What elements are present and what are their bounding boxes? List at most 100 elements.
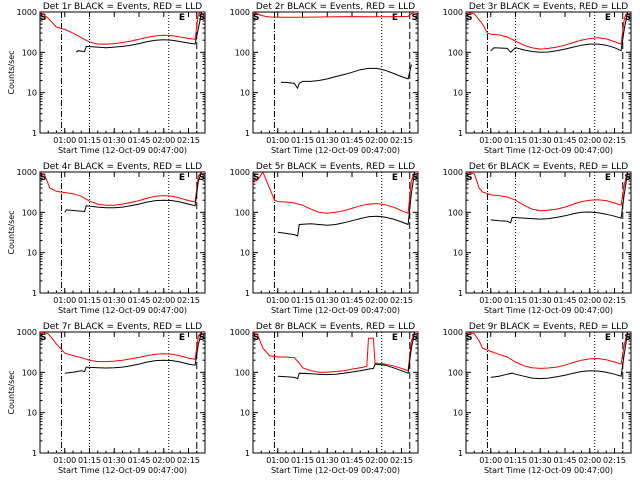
plot-frame [252, 171, 419, 294]
chart-title: Det 1r BLACK = Events, RED = LLD [43, 2, 202, 12]
detector-chart-4: Det 4r BLACK = Events, RED = LLD 1 10 100 10… [7, 162, 206, 315]
plot-frame [465, 11, 632, 134]
x-tick-label: 01:15 [78, 456, 101, 465]
series-line-red [253, 332, 418, 373]
series-line-red [40, 332, 205, 363]
series-line-black [277, 172, 416, 237]
plot-frame [39, 11, 206, 134]
edge-mark-S: S [624, 173, 630, 183]
plot-frame [252, 11, 419, 134]
edge-mark-E: E [392, 13, 398, 23]
detector-chart-5: Det 5r BLACK = Events, RED = LLD 1 10 100 10… [230, 162, 419, 315]
x-tick-label: 02:00 [365, 456, 388, 465]
edge-mark-S: S [411, 173, 417, 183]
edge-mark-S: S [466, 13, 472, 23]
series-line-red [253, 12, 418, 18]
x-tick-label: 01:15 [291, 136, 314, 145]
y-tick-label: 1000 [443, 8, 463, 17]
y-tick-label: 10 [453, 409, 463, 418]
series-line-black [75, 12, 203, 53]
x-tick-label: 01:30 [529, 296, 552, 305]
x-tick-label: 01:45 [553, 296, 576, 305]
x-tick-label: 02:15 [603, 136, 626, 145]
y-tick-label: 10 [27, 409, 37, 418]
x-tick-label: 01:00 [53, 296, 76, 305]
series-line-black [277, 332, 416, 380]
edge-mark-S: S [253, 13, 259, 23]
x-axis-label: Start Time (12-Oct-09 00:47:00) [484, 466, 613, 475]
detector-chart-3: Det 3r BLACK = Events, RED = LLD 1 10 100 10… [443, 2, 632, 155]
x-tick-label: 01:45 [553, 136, 576, 145]
x-axis-label: Start Time (12-Oct-09 00:47:00) [58, 306, 187, 315]
x-tick-label: 01:00 [266, 296, 289, 305]
y-tick-label: 1 [32, 289, 37, 298]
y-tick-label: 1 [458, 449, 463, 458]
x-axis-label: Start Time (12-Oct-09 00:47:00) [484, 306, 613, 315]
edge-mark-E: E [605, 333, 611, 343]
x-tick-label: 01:45 [127, 296, 150, 305]
x-tick-label: 02:00 [152, 136, 175, 145]
x-tick-label: 01:15 [504, 456, 527, 465]
y-tick-label: 10 [453, 249, 463, 258]
x-tick-label: 01:30 [103, 296, 126, 305]
y-tick-label: 1000 [443, 168, 463, 177]
chart-title: Det 6r BLACK = Events, RED = LLD [469, 162, 628, 172]
plot-frame [39, 171, 206, 294]
detector-chart-9: Det 9r BLACK = Events, RED = LLD 1 10 100 10… [443, 322, 632, 475]
series-line-red [466, 332, 631, 369]
x-tick-label: 01:30 [316, 136, 339, 145]
edge-mark-S: S [624, 13, 630, 23]
x-tick-label: 01:15 [78, 296, 101, 305]
x-tick-label: 02:15 [177, 296, 200, 305]
x-tick-label: 01:30 [316, 296, 339, 305]
x-tick-label: 01:30 [529, 136, 552, 145]
detector-chart-1: Det 1r BLACK = Events, RED = LLD 1 10 100 10… [7, 2, 206, 155]
edge-mark-S: S [198, 173, 204, 183]
x-tick-label: 02:00 [578, 136, 601, 145]
x-tick-label: 02:00 [578, 296, 601, 305]
y-tick-label: 10 [27, 249, 37, 258]
edge-mark-S: S [253, 333, 259, 343]
edge-mark-S: S [466, 173, 472, 183]
edge-mark-E: E [179, 13, 185, 23]
y-tick-label: 1 [458, 289, 463, 298]
x-tick-label: 01:45 [340, 136, 363, 145]
x-tick-label: 01:15 [78, 136, 101, 145]
x-tick-label: 01:00 [266, 136, 289, 145]
edge-mark-S: S [198, 13, 204, 23]
x-tick-label: 02:15 [177, 456, 200, 465]
x-axis-label: Start Time (12-Oct-09 00:47:00) [58, 146, 187, 155]
edge-mark-S: S [40, 13, 46, 23]
edge-mark-S: S [40, 333, 46, 343]
y-tick-label: 10 [27, 89, 37, 98]
chart-title: Det 9r BLACK = Events, RED = LLD [469, 322, 628, 332]
x-tick-label: 01:15 [291, 456, 314, 465]
x-tick-label: 02:00 [152, 456, 175, 465]
x-tick-label: 01:30 [103, 136, 126, 145]
series-line-red [466, 12, 631, 50]
y-tick-label: 100 [235, 368, 250, 377]
x-tick-label: 01:45 [340, 456, 363, 465]
plot-frame [465, 171, 632, 294]
chart-title: Det 2r BLACK = Events, RED = LLD [256, 2, 415, 12]
x-tick-label: 01:15 [504, 136, 527, 145]
edge-mark-S: S [411, 13, 417, 23]
y-tick-label: 100 [448, 208, 463, 217]
y-tick-label: 100 [235, 48, 250, 57]
y-tick-label: 1000 [443, 328, 463, 337]
y-tick-label: 1000 [17, 328, 37, 337]
x-tick-label: 01:45 [340, 296, 363, 305]
edge-mark-E: E [179, 173, 185, 183]
y-tick-label: 1000 [17, 8, 37, 17]
x-tick-label: 02:00 [365, 296, 388, 305]
x-tick-label: 02:15 [390, 456, 413, 465]
edge-mark-E: E [605, 13, 611, 23]
series-line-black [64, 332, 203, 374]
y-axis-label: Counts/sec [7, 370, 16, 414]
y-tick-label: 1 [245, 289, 250, 298]
y-axis-label: Counts/sec [7, 50, 16, 94]
y-tick-label: 10 [240, 89, 250, 98]
plot-frame [465, 331, 632, 454]
y-tick-label: 10 [240, 249, 250, 258]
